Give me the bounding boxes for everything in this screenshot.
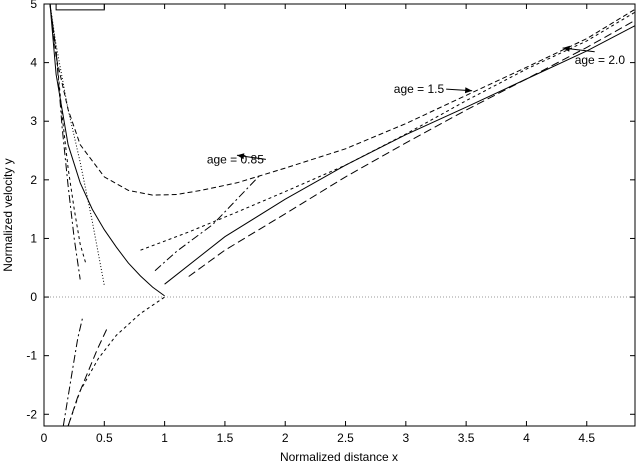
x-tick-label: 4.5 bbox=[578, 431, 595, 445]
x-tick-label: 0.5 bbox=[96, 431, 113, 445]
annotation-arrowhead bbox=[562, 45, 570, 52]
series-lines bbox=[49, 3, 636, 427]
y-tick-label: 5 bbox=[30, 0, 37, 11]
annotation-label: age = 0.85 bbox=[207, 152, 264, 166]
series-line-1 bbox=[49, 3, 165, 297]
y-tick-label: -1 bbox=[26, 349, 37, 363]
y-axis-label: Normalized velocity y bbox=[1, 158, 15, 271]
series-line-8 bbox=[49, 3, 81, 280]
series-line-12 bbox=[67, 329, 108, 427]
annotation-arrowhead bbox=[236, 153, 245, 160]
y-tick-label: 4 bbox=[30, 56, 37, 70]
series-line-11 bbox=[62, 317, 84, 427]
series-line-5 bbox=[188, 19, 636, 277]
y-tick-label: 3 bbox=[30, 114, 37, 128]
x-tick-label: 3.5 bbox=[458, 431, 475, 445]
x-axis-label: Normalized distance x bbox=[280, 450, 398, 463]
series-line-7 bbox=[49, 3, 87, 265]
series-line-13 bbox=[55, 4, 105, 11]
annotation-label: age = 2.0 bbox=[575, 53, 626, 67]
x-tick-label: 4 bbox=[523, 431, 530, 445]
x-tick-label: 0 bbox=[41, 431, 48, 445]
series-line-9 bbox=[49, 3, 105, 286]
x-tick-label: 2 bbox=[282, 431, 289, 445]
y-tick-label: 0 bbox=[30, 290, 37, 304]
x-tick-label: 1 bbox=[161, 431, 168, 445]
series-line-6 bbox=[154, 173, 262, 272]
y-axis-ticks: -2 -1 0 1 2 3 4 5 bbox=[26, 0, 635, 421]
x-tick-label: 1.5 bbox=[217, 431, 234, 445]
series-line-3 bbox=[49, 3, 636, 196]
series-line-2 bbox=[164, 25, 636, 285]
annotation-label: age = 1.5 bbox=[394, 82, 445, 96]
annotations: age = 0.85 age = 1.5 age = 2.0 bbox=[207, 45, 626, 166]
y-tick-label: -2 bbox=[26, 407, 37, 421]
y-tick-label: 1 bbox=[30, 231, 37, 245]
x-tick-label: 2.5 bbox=[337, 431, 354, 445]
x-tick-label: 3 bbox=[402, 431, 409, 445]
y-tick-label: 2 bbox=[30, 173, 37, 187]
series-line-10 bbox=[67, 296, 165, 427]
annotation-arrowhead bbox=[464, 87, 473, 94]
x-axis-ticks: 0 0.5 1 1.5 2 2.5 3 3.5 4 4.5 bbox=[41, 4, 595, 445]
plot-frame bbox=[43, 3, 636, 427]
